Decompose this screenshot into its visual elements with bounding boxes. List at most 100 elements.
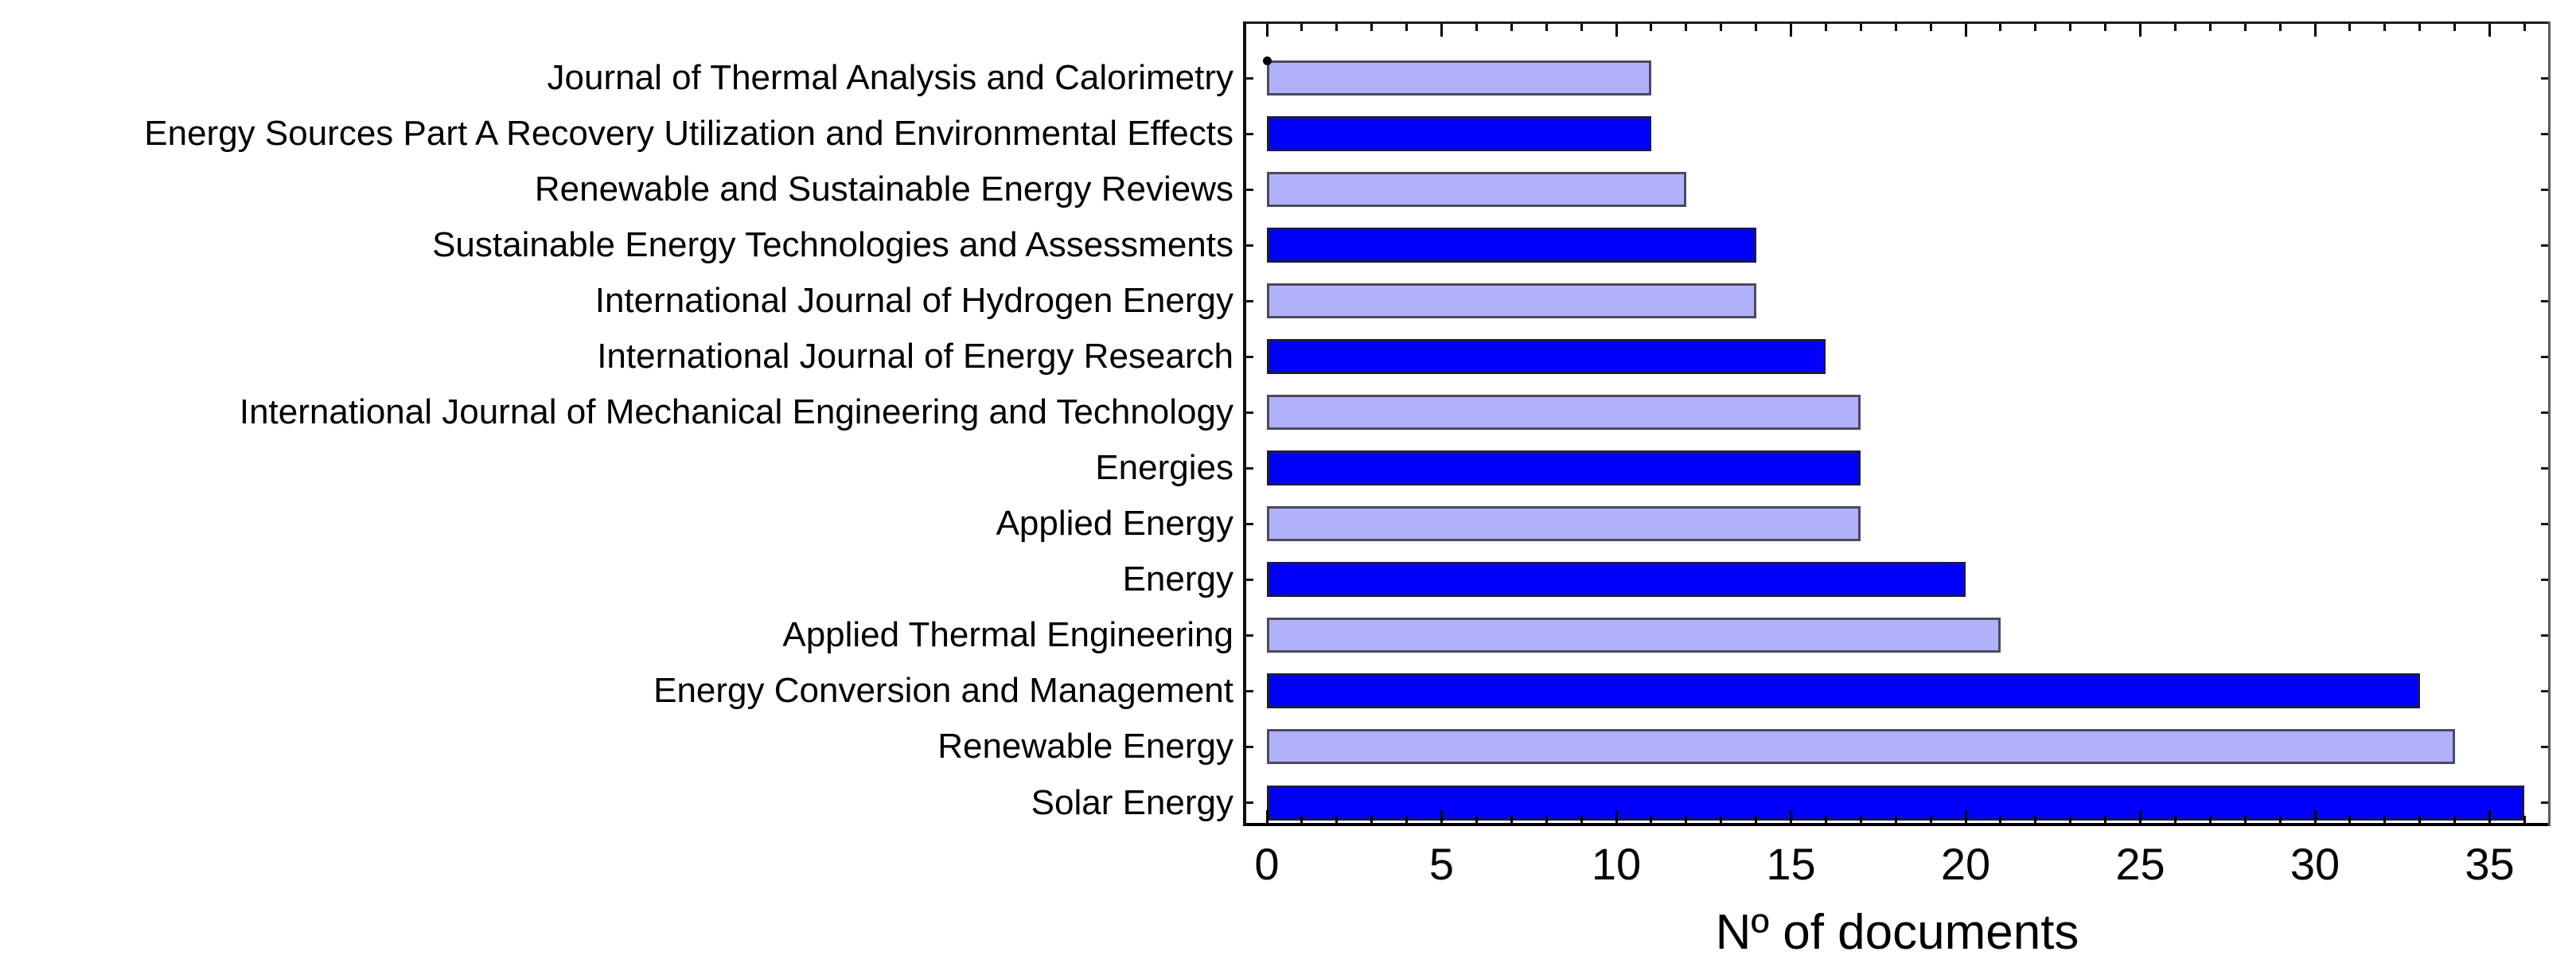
x-tick-label: 15 — [1766, 839, 1816, 889]
y-tick-left — [1246, 689, 1253, 692]
x-minor-tick-bottom — [1894, 816, 1897, 823]
x-minor-tick-bottom — [2383, 816, 2387, 823]
x-minor-tick-bottom — [1720, 816, 1723, 823]
x-minor-tick-top — [2173, 24, 2177, 31]
y-tick-right — [2541, 689, 2548, 692]
y-category-label: Energy — [1122, 560, 1233, 599]
y-tick-right — [2541, 188, 2548, 191]
y-tick-left — [1246, 299, 1253, 302]
x-minor-tick-top — [1720, 24, 1723, 31]
x-minor-tick-bottom — [1859, 816, 1862, 823]
y-category-label: International Journal of Hydrogen Energy — [594, 281, 1233, 321]
x-minor-tick-bottom — [1824, 816, 1827, 823]
x-major-tick-bottom — [1964, 810, 1967, 823]
x-minor-tick-top — [2104, 24, 2107, 31]
y-tick-right — [2541, 76, 2548, 80]
x-minor-tick-top — [1999, 24, 2002, 31]
y-tick-left — [1246, 522, 1253, 525]
x-minor-tick-top — [1859, 24, 1862, 31]
x-major-tick-bottom — [1615, 810, 1618, 823]
y-category-label: Applied Energy — [996, 504, 1233, 544]
x-major-tick-bottom — [2139, 810, 2141, 823]
y-tick-left — [1246, 132, 1253, 135]
x-major-tick-top — [1790, 24, 1792, 37]
x-minor-tick-top — [1929, 24, 1932, 31]
x-minor-tick-bottom — [2104, 816, 2107, 823]
x-minor-tick-bottom — [1405, 816, 1409, 823]
x-minor-tick-top — [2453, 24, 2457, 31]
bar-renewable-and-sustainable-energy-reviews — [1267, 172, 1686, 208]
x-minor-tick-bottom — [1580, 816, 1583, 823]
x-minor-tick-bottom — [1650, 816, 1653, 823]
x-minor-tick-top — [1475, 24, 1478, 31]
x-major-tick-bottom — [1265, 810, 1269, 823]
y-tick-left — [1246, 76, 1253, 80]
bar-renewable-energy — [1267, 729, 2455, 765]
x-minor-tick-top — [1545, 24, 1548, 31]
x-axis-title: Nº of documents — [1715, 905, 2079, 960]
bar-solar-energy — [1267, 785, 2525, 821]
x-tick-label: 30 — [2290, 839, 2340, 889]
x-minor-tick-top — [1650, 24, 1653, 31]
x-minor-tick-bottom — [1545, 816, 1548, 823]
x-minor-tick-top — [2523, 24, 2526, 31]
x-tick-label: 10 — [1591, 839, 1642, 889]
bar-energy-conversion-and-management — [1267, 673, 2420, 709]
x-minor-tick-top — [2034, 24, 2037, 31]
y-tick-right — [2541, 522, 2548, 525]
x-minor-tick-top — [2243, 24, 2247, 31]
y-tick-right — [2541, 801, 2548, 805]
bar-energy — [1267, 562, 1966, 598]
x-minor-tick-top — [2208, 24, 2212, 31]
bar-applied-energy — [1267, 506, 1861, 542]
y-category-label: Solar Energy — [1031, 782, 1233, 822]
y-category-label: Energy Conversion and Management — [653, 671, 1233, 711]
y-tick-left — [1246, 244, 1253, 247]
y-category-label: Sustainable Energy Technologies and Asse… — [432, 225, 1233, 265]
plot-border-left — [1243, 21, 1246, 826]
y-tick-left — [1246, 355, 1253, 358]
bar-international-journal-of-energy-research — [1267, 339, 1826, 375]
bar-energy-sources-part-a-recovery-utilization-and-environmental-effects — [1267, 116, 1651, 152]
x-minor-tick-top — [1300, 24, 1304, 31]
bar-applied-thermal-engineering — [1267, 618, 2001, 653]
x-tick-label: 20 — [1940, 839, 1991, 889]
x-tick-label: 0 — [1254, 839, 1280, 889]
x-major-tick-top — [2139, 24, 2141, 37]
y-category-label: Energies — [1095, 448, 1233, 488]
plot-border-bottom — [1243, 823, 2551, 826]
x-minor-tick-top — [1510, 24, 1513, 31]
x-minor-tick-bottom — [2034, 816, 2037, 823]
y-tick-right — [2541, 578, 2548, 581]
x-minor-tick-bottom — [1755, 816, 1758, 823]
y-tick-left — [1246, 801, 1253, 805]
y-tick-right — [2541, 244, 2548, 247]
y-tick-right — [2541, 411, 2548, 414]
plot-area — [1243, 21, 2551, 826]
y-category-label: Applied Thermal Engineering — [782, 615, 1233, 655]
y-category-label: Energy Sources Part A Recovery Utilizati… — [144, 114, 1233, 154]
y-tick-left — [1246, 578, 1253, 581]
x-minor-tick-bottom — [2453, 816, 2457, 823]
y-tick-right — [2541, 132, 2548, 135]
y-category-label: International Journal of Mechanical Engi… — [239, 392, 1233, 432]
x-tick-label: 25 — [2115, 839, 2165, 889]
x-minor-tick-top — [1824, 24, 1827, 31]
bar-journal-of-thermal-analysis-and-calorimetry — [1267, 60, 1651, 96]
y-category-label: Renewable Energy — [937, 727, 1233, 766]
x-minor-tick-bottom — [1335, 816, 1339, 823]
bar-international-journal-of-hydrogen-energy — [1267, 283, 1756, 319]
x-major-tick-bottom — [2488, 810, 2491, 823]
x-minor-tick-top — [1580, 24, 1583, 31]
y-tick-right — [2541, 355, 2548, 358]
y-tick-right — [2541, 745, 2548, 748]
x-minor-tick-top — [1370, 24, 1374, 31]
x-major-tick-bottom — [2313, 810, 2317, 823]
x-minor-tick-top — [1405, 24, 1409, 31]
x-minor-tick-bottom — [2278, 816, 2282, 823]
x-minor-tick-bottom — [1475, 816, 1478, 823]
x-minor-tick-bottom — [1510, 816, 1513, 823]
x-minor-tick-top — [1335, 24, 1339, 31]
x-minor-tick-bottom — [1370, 816, 1374, 823]
